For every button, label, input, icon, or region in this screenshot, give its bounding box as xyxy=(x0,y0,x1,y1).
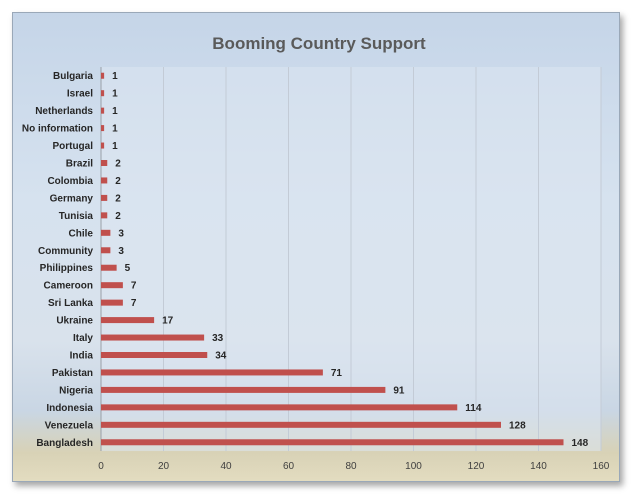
bar xyxy=(101,90,105,97)
data-label: 5 xyxy=(125,263,131,274)
bar xyxy=(101,142,105,149)
bar xyxy=(101,107,105,114)
category-label: No information xyxy=(22,124,93,135)
chart-title: Booming Country Support xyxy=(212,34,426,53)
x-tick-label: 160 xyxy=(593,461,610,472)
data-label: 2 xyxy=(115,193,121,204)
bar-chart: Booming Country Support Bangladesh Venezu… xyxy=(22,34,610,472)
data-label: 7 xyxy=(131,281,137,292)
category-label: India xyxy=(70,351,94,362)
data-label: 3 xyxy=(118,228,124,239)
category-label: Brazil xyxy=(66,159,93,170)
category-label: Colombia xyxy=(47,176,93,187)
bar xyxy=(101,299,123,306)
category-label: Indonesia xyxy=(46,403,93,414)
bar xyxy=(101,247,111,254)
category-label: Italy xyxy=(73,333,93,344)
data-label: 7 xyxy=(131,298,137,309)
category-label: Portugal xyxy=(52,141,93,152)
category-label: Bangladesh xyxy=(36,438,93,449)
data-label: 34 xyxy=(215,351,227,362)
bar xyxy=(101,282,123,289)
category-label: Venezuela xyxy=(45,420,94,431)
bar xyxy=(101,317,155,324)
bar xyxy=(101,264,117,271)
data-label: 2 xyxy=(115,176,121,187)
bar xyxy=(101,160,108,166)
bar xyxy=(101,439,564,446)
data-label: 114 xyxy=(465,403,482,414)
chart-frame: Booming Country Support Bangladesh Venezu… xyxy=(12,12,620,482)
data-label: 71 xyxy=(331,368,343,379)
data-label: 33 xyxy=(212,333,224,344)
category-labels: Bangladesh Venezuela Indonesia Nigeria Pakis… xyxy=(22,71,94,449)
category-label: Ukraine xyxy=(56,316,93,327)
x-tick-label: 40 xyxy=(220,461,232,472)
x-tick-label: 100 xyxy=(405,461,422,472)
category-label: Nigeria xyxy=(59,385,93,396)
bar xyxy=(101,352,208,358)
x-tick-label: 140 xyxy=(530,461,547,472)
x-tick-label: 120 xyxy=(468,461,485,472)
bar xyxy=(101,369,323,376)
x-axis-ticks: 0 20 40 60 80 100 120 140 160 xyxy=(98,461,610,472)
category-label: Community xyxy=(38,246,93,257)
category-label: Cameroon xyxy=(44,281,93,292)
x-tick-label: 0 xyxy=(98,461,104,472)
bar xyxy=(101,229,111,236)
category-label: Sri Lanka xyxy=(48,298,93,309)
data-label: 17 xyxy=(162,316,174,327)
bar xyxy=(101,334,205,341)
category-label: Israel xyxy=(67,89,93,100)
bar xyxy=(101,212,108,219)
data-label: 2 xyxy=(115,159,121,170)
bar xyxy=(101,421,501,428)
x-tick-label: 80 xyxy=(345,461,357,472)
x-tick-label: 60 xyxy=(283,461,295,472)
category-label: Chile xyxy=(69,228,94,239)
category-label: Tunisia xyxy=(59,211,94,222)
bar xyxy=(101,125,105,132)
data-label: 1 xyxy=(112,71,118,82)
category-label: Netherlands xyxy=(35,106,93,117)
data-label: 1 xyxy=(112,141,118,152)
bars xyxy=(101,72,564,446)
data-label: 128 xyxy=(509,420,526,431)
data-label: 2 xyxy=(115,211,121,222)
category-label: Bulgaria xyxy=(53,71,93,82)
bar xyxy=(101,386,386,393)
bar xyxy=(101,72,105,79)
data-label: 1 xyxy=(112,124,118,135)
data-label: 3 xyxy=(118,246,124,257)
data-label: 148 xyxy=(572,438,589,449)
x-tick-label: 20 xyxy=(158,461,170,472)
data-label: 1 xyxy=(112,106,118,117)
bar xyxy=(101,404,458,411)
category-label: Germany xyxy=(50,193,94,204)
bar xyxy=(101,177,108,184)
bar xyxy=(101,194,108,201)
category-label: Philippines xyxy=(40,263,94,274)
category-label: Pakistan xyxy=(52,368,93,379)
data-label: 1 xyxy=(112,89,118,100)
data-label: 91 xyxy=(393,385,405,396)
